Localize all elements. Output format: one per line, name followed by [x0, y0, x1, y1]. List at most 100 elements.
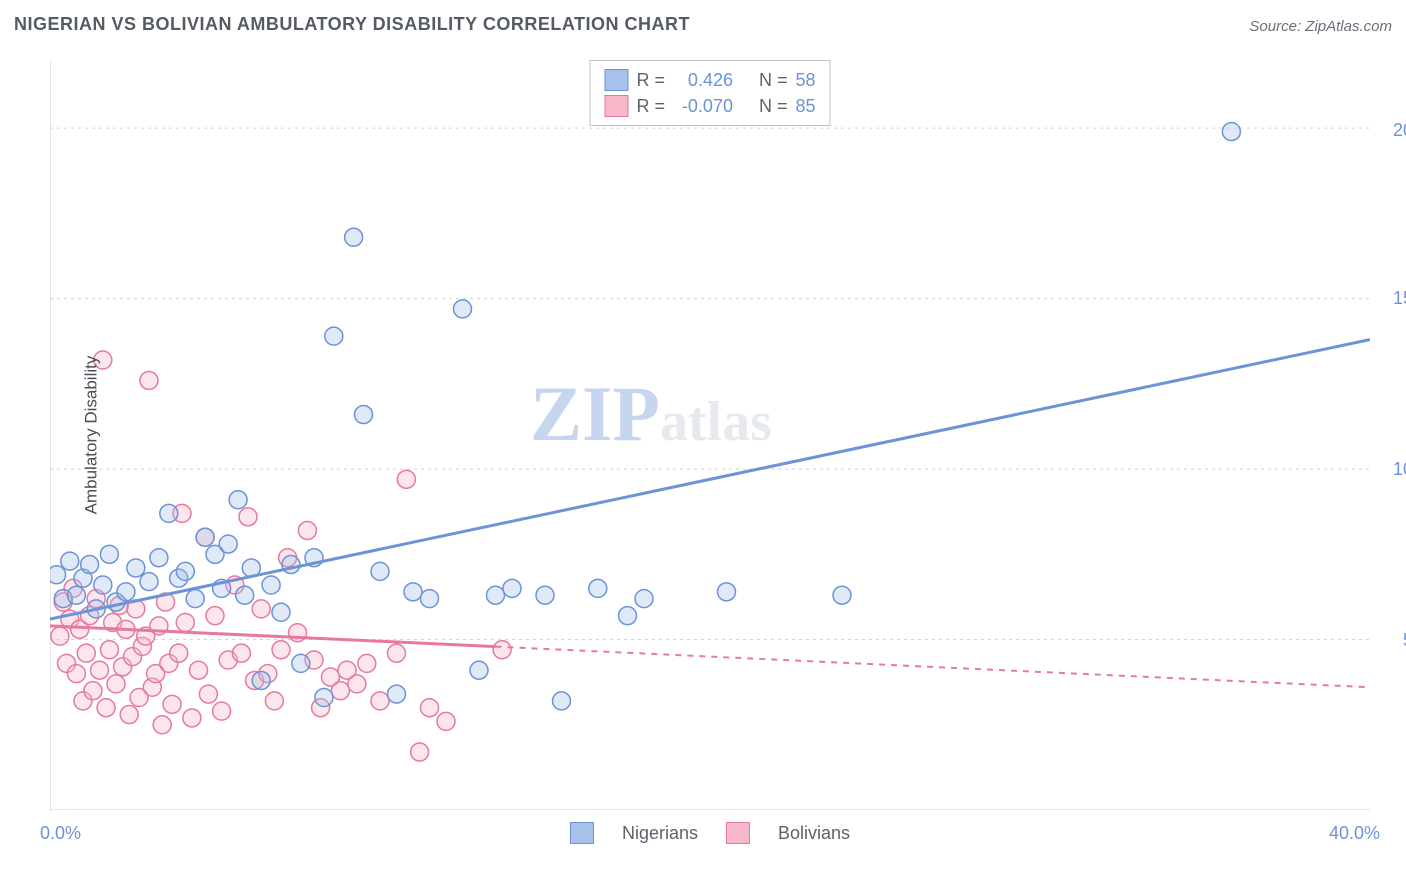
data-point [371, 692, 389, 710]
data-point [81, 556, 99, 574]
r-label: R = [636, 67, 665, 93]
data-point [127, 559, 145, 577]
data-point [232, 644, 250, 662]
y-tick-label: 15.0% [1393, 288, 1406, 309]
data-point [536, 586, 554, 604]
swatch-series2 [604, 95, 628, 117]
data-point [493, 641, 511, 659]
swatch-series1 [604, 69, 628, 91]
data-point [94, 576, 112, 594]
source-attribution: Source: ZipAtlas.com [1249, 18, 1392, 35]
data-point [252, 600, 270, 618]
data-point [421, 699, 439, 717]
y-axis-title: Ambulatory Disability [81, 356, 101, 515]
data-point [91, 661, 109, 679]
data-point [100, 641, 118, 659]
series1-name: Nigerians [622, 823, 698, 844]
data-point [470, 661, 488, 679]
data-point [77, 644, 95, 662]
y-tick-label: 10.0% [1393, 459, 1406, 480]
data-point [262, 576, 280, 594]
data-point [67, 586, 85, 604]
data-point [163, 695, 181, 713]
data-point [298, 521, 316, 539]
data-point [176, 614, 194, 632]
chart-svg [50, 60, 1370, 810]
data-point [397, 470, 415, 488]
data-point [454, 300, 472, 318]
data-point [348, 675, 366, 693]
y-tick-label: 20.0% [1393, 120, 1406, 141]
n-value: 85 [796, 93, 816, 119]
data-point [140, 371, 158, 389]
data-point [100, 545, 118, 563]
data-point [183, 709, 201, 727]
data-point [50, 566, 66, 584]
data-point [206, 607, 224, 625]
data-point [213, 702, 231, 720]
r-value: -0.070 [673, 93, 733, 119]
data-point [358, 654, 376, 672]
data-point [388, 644, 406, 662]
data-point [51, 627, 69, 645]
x-tick-label: 40.0% [1329, 823, 1380, 844]
data-point [170, 644, 188, 662]
data-point [411, 743, 429, 761]
data-point [186, 590, 204, 608]
legend-row-series2: R = -0.070 N = 85 [604, 93, 815, 119]
data-point [371, 562, 389, 580]
data-point [265, 692, 283, 710]
data-point [437, 712, 455, 730]
data-point [315, 689, 333, 707]
data-point [718, 583, 736, 601]
data-point [619, 607, 637, 625]
swatch-series1 [570, 822, 594, 844]
data-point [190, 661, 208, 679]
data-point [292, 654, 310, 672]
data-point [153, 716, 171, 734]
data-point [421, 590, 439, 608]
data-point [355, 406, 373, 424]
data-point [67, 665, 85, 683]
data-point [236, 586, 254, 604]
data-point [388, 685, 406, 703]
trend-line-extrapolated [496, 647, 1371, 688]
data-point [833, 586, 851, 604]
data-point [160, 504, 178, 522]
correlation-legend: R = 0.426 N = 58 R = -0.070 N = 85 [589, 60, 830, 126]
data-point [345, 228, 363, 246]
data-point [107, 675, 125, 693]
data-point [503, 579, 521, 597]
data-point [140, 573, 158, 591]
n-label: N = [759, 67, 788, 93]
series-legend: Nigerians Bolivians [570, 822, 850, 844]
data-point [84, 682, 102, 700]
data-point [589, 579, 607, 597]
data-point [331, 682, 349, 700]
data-point [229, 491, 247, 509]
data-point [553, 692, 571, 710]
data-point [272, 641, 290, 659]
data-point [487, 586, 505, 604]
plot-area: Ambulatory Disability 20.0% 15.0% 10.0% … [50, 60, 1370, 810]
n-value: 58 [796, 67, 816, 93]
data-point [1222, 123, 1240, 141]
data-point [120, 706, 138, 724]
data-point [176, 562, 194, 580]
data-point [117, 583, 135, 601]
x-tick-label: 0.0% [40, 823, 81, 844]
data-point [97, 699, 115, 717]
data-point [239, 508, 257, 526]
source-value: ZipAtlas.com [1305, 18, 1392, 35]
data-point [325, 327, 343, 345]
data-point [272, 603, 290, 621]
swatch-series2 [726, 822, 750, 844]
legend-row-series1: R = 0.426 N = 58 [604, 67, 815, 93]
source-label: Source: [1249, 18, 1305, 35]
data-point [252, 671, 270, 689]
trend-line [50, 340, 1370, 620]
series2-name: Bolivians [778, 823, 850, 844]
data-point [219, 535, 237, 553]
data-point [196, 528, 214, 546]
data-point [635, 590, 653, 608]
